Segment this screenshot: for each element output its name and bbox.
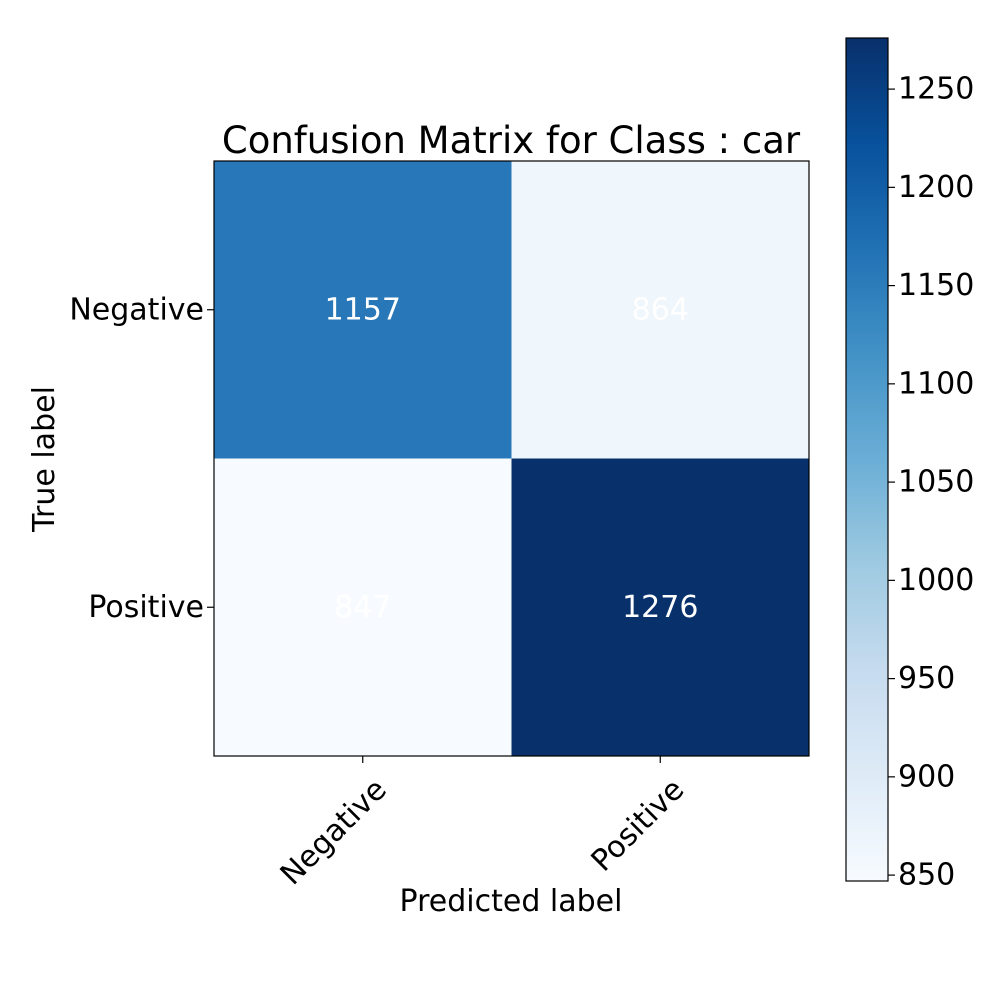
- x-axis-label: Predicted label: [400, 884, 623, 919]
- y-tick-label-0: Negative: [69, 292, 204, 327]
- colorbar-tick-label-4: 1050: [898, 465, 974, 500]
- cell-value-0-1: 864: [632, 292, 689, 327]
- cell-value-1-1: 1276: [622, 590, 698, 625]
- matrix-cell-0-0: [214, 161, 512, 459]
- cell-value-0-0: 1157: [325, 292, 401, 327]
- colorbar-tick-label-6: 1150: [898, 268, 974, 303]
- matrix-cell-0-1: [511, 161, 809, 459]
- chart-title: Confusion Matrix for Class : car: [222, 119, 801, 162]
- x-tick-label-0: Negative: [274, 772, 394, 892]
- colorbar-tick-label-2: 950: [898, 661, 955, 696]
- colorbar: [845, 37, 889, 882]
- colorbar-tick-label-5: 1100: [898, 366, 974, 401]
- y-tick-label-1: Positive: [88, 590, 204, 625]
- colorbar-ticks: 850 900 950 1000 1050 1100 1150 1200 1250: [888, 72, 974, 893]
- cell-value-1-0: 847: [334, 590, 391, 625]
- matrix-cells: [214, 161, 809, 756]
- colorbar-tick-label-0: 850: [898, 858, 955, 893]
- cell-value-labels: 1157 864 847 1276: [325, 292, 699, 625]
- colorbar-tick-label-8: 1250: [898, 72, 974, 107]
- matrix-cell-1-1: [511, 458, 809, 756]
- colorbar-tick-label-7: 1200: [898, 170, 974, 205]
- plot-frame: [213, 160, 810, 757]
- x-tick-label-1: Positive: [585, 772, 692, 879]
- y-axis-ticks: Negative Positive: [69, 292, 214, 625]
- colorbar-tick-label-1: 900: [898, 759, 955, 794]
- colorbar-tick-label-3: 1000: [898, 563, 974, 598]
- matrix-cell-1-0: [214, 458, 512, 756]
- x-axis-ticks: Negative Positive: [274, 756, 691, 892]
- y-axis-label: True label: [27, 386, 62, 533]
